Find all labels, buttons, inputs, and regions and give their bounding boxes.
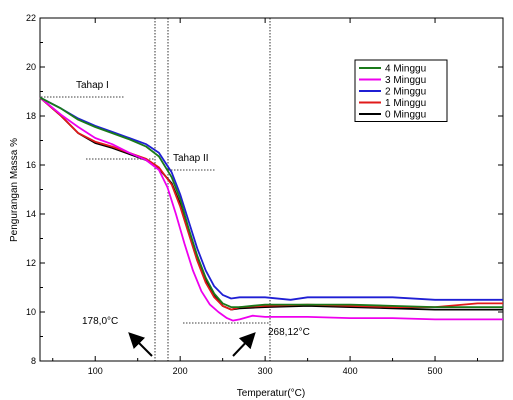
series-line-3-minggu [39, 96, 503, 322]
y-tick-label: 12 [26, 258, 36, 268]
annotation-temp-268: 268,12°C [268, 327, 310, 338]
y-tick-label: 18 [26, 111, 36, 121]
x-tick-label: 400 [343, 366, 358, 376]
y-tick-label: 22 [26, 13, 36, 23]
annotation-temp-178: 178,0°C [82, 316, 118, 327]
legend-label: 0 Minggu [385, 110, 426, 121]
x-axis-label: Temperatur(°C) [237, 388, 305, 399]
x-tick-label: 100 [88, 366, 103, 376]
arrow-178 [128, 332, 153, 357]
legend-label: 2 Minggu [385, 87, 426, 98]
y-tick-label: 8 [31, 356, 36, 366]
series-line-2-minggu [39, 96, 503, 301]
arrow-268 [232, 332, 256, 357]
y-axis-label: Pengurangan Massa % [9, 138, 20, 242]
x-tick-label: 500 [428, 366, 443, 376]
series-line-4-minggu [39, 96, 503, 309]
y-tick-label: 16 [26, 160, 36, 170]
legend-label: 3 Minggu [385, 75, 426, 86]
annotation-tahap-ii: Tahap II [173, 153, 209, 164]
legend-label: 4 Minggu [385, 64, 426, 75]
y-tick-label: 14 [26, 209, 36, 219]
annotation-tahap-i: Tahap I [76, 80, 109, 91]
y-tick-label: 10 [26, 307, 36, 317]
x-tick-label: 200 [173, 366, 188, 376]
series-line-0-minggu [39, 96, 503, 311]
legend-label: 1 Minggu [385, 98, 426, 109]
y-tick-label: 20 [26, 62, 36, 72]
series-line-1-minggu [39, 96, 503, 311]
x-tick-label: 300 [258, 366, 273, 376]
